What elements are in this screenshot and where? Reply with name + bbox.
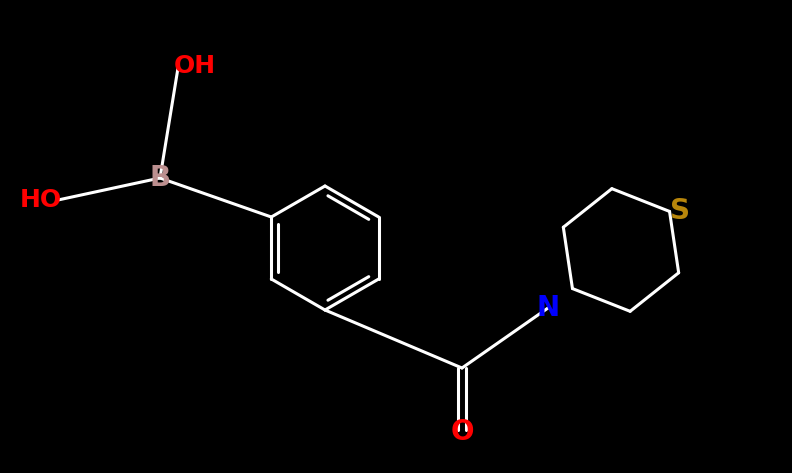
Text: N: N <box>536 294 560 322</box>
Text: O: O <box>450 418 474 446</box>
Text: HO: HO <box>20 188 62 212</box>
Text: S: S <box>669 197 690 226</box>
Text: OH: OH <box>174 54 216 78</box>
Text: B: B <box>150 164 170 192</box>
